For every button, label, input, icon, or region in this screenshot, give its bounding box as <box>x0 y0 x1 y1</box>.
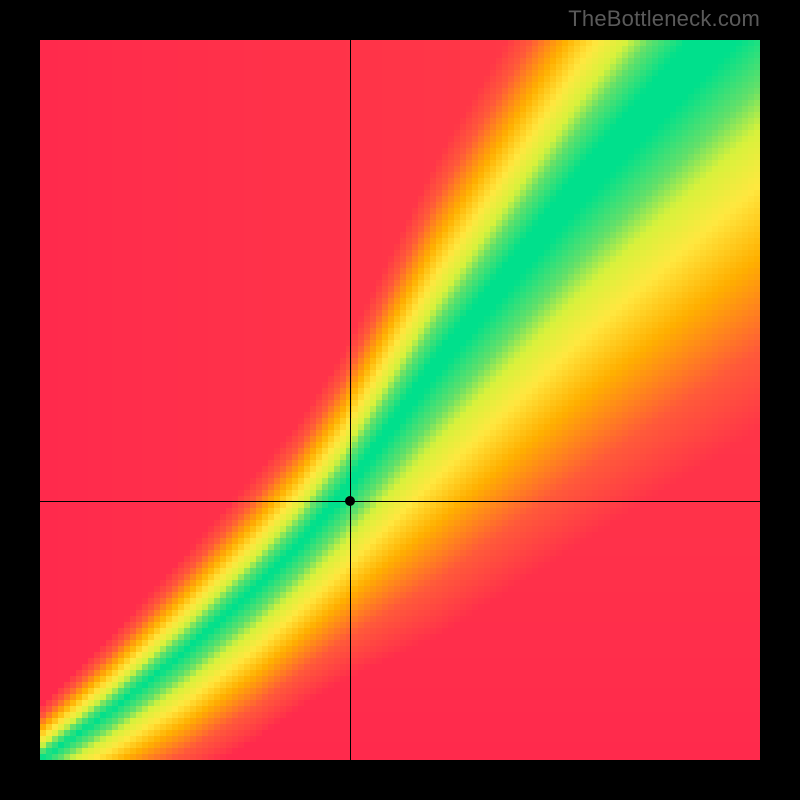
bottleneck-heatmap-canvas <box>40 40 760 760</box>
watermark-text: TheBottleneck.com <box>568 6 760 32</box>
crosshair-horizontal-line <box>40 501 760 502</box>
selection-marker-dot <box>345 496 355 506</box>
crosshair-vertical-line <box>350 40 351 760</box>
heatmap-plot-area <box>40 40 760 760</box>
